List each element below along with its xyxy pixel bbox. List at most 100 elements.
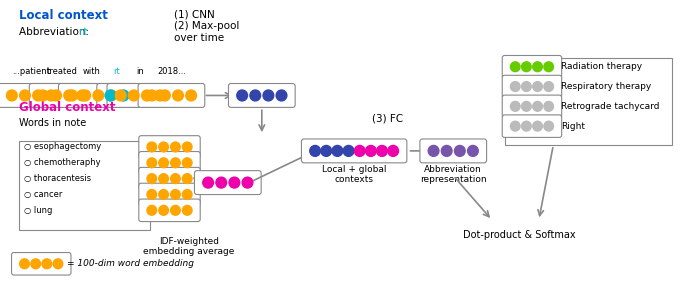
Circle shape bbox=[182, 174, 192, 184]
Circle shape bbox=[544, 101, 553, 111]
Circle shape bbox=[521, 62, 531, 72]
Text: (3) FC: (3) FC bbox=[372, 113, 403, 123]
Text: Right: Right bbox=[561, 122, 585, 131]
Circle shape bbox=[159, 174, 169, 184]
Circle shape bbox=[182, 142, 192, 152]
FancyBboxPatch shape bbox=[12, 252, 71, 275]
Circle shape bbox=[80, 90, 90, 101]
Circle shape bbox=[510, 62, 520, 72]
FancyBboxPatch shape bbox=[139, 151, 200, 174]
Circle shape bbox=[159, 190, 169, 200]
Text: rt: rt bbox=[79, 27, 88, 37]
Circle shape bbox=[182, 190, 192, 200]
Circle shape bbox=[171, 190, 180, 200]
Circle shape bbox=[20, 90, 30, 101]
Circle shape bbox=[147, 190, 157, 200]
Circle shape bbox=[147, 205, 157, 215]
Text: ○ cancer: ○ cancer bbox=[24, 190, 62, 199]
Text: rt: rt bbox=[114, 67, 121, 76]
Circle shape bbox=[160, 90, 171, 101]
Text: Radiation therapy: Radiation therapy bbox=[561, 62, 643, 71]
Circle shape bbox=[521, 101, 531, 111]
Circle shape bbox=[468, 145, 478, 156]
Text: Abbreviation
representation: Abbreviation representation bbox=[420, 165, 486, 184]
Text: IDF-weighted
embedding average: IDF-weighted embedding average bbox=[143, 237, 235, 256]
FancyBboxPatch shape bbox=[58, 83, 125, 108]
Circle shape bbox=[377, 145, 387, 156]
Circle shape bbox=[42, 259, 51, 269]
Circle shape bbox=[115, 90, 126, 101]
Circle shape bbox=[242, 177, 253, 188]
Text: Words in note: Words in note bbox=[19, 118, 86, 128]
FancyBboxPatch shape bbox=[97, 83, 137, 108]
Circle shape bbox=[66, 90, 77, 101]
Text: treated: treated bbox=[47, 67, 78, 76]
Text: ○ chemotheraphy: ○ chemotheraphy bbox=[24, 158, 101, 167]
Text: = 100-dim word embedding: = 100-dim word embedding bbox=[68, 259, 195, 268]
FancyBboxPatch shape bbox=[502, 55, 562, 78]
Circle shape bbox=[77, 90, 88, 101]
Circle shape bbox=[186, 90, 197, 101]
Circle shape bbox=[343, 145, 354, 156]
Circle shape bbox=[129, 90, 139, 101]
Circle shape bbox=[533, 101, 543, 111]
Text: in: in bbox=[136, 67, 145, 76]
Text: Respiratory therapy: Respiratory therapy bbox=[561, 82, 651, 91]
Circle shape bbox=[366, 145, 376, 156]
Circle shape bbox=[533, 82, 543, 91]
Circle shape bbox=[31, 259, 40, 269]
FancyBboxPatch shape bbox=[19, 141, 150, 230]
Circle shape bbox=[147, 158, 157, 168]
Circle shape bbox=[533, 121, 543, 131]
Circle shape bbox=[321, 145, 332, 156]
Circle shape bbox=[106, 90, 116, 101]
FancyBboxPatch shape bbox=[138, 83, 205, 108]
Circle shape bbox=[171, 174, 180, 184]
Circle shape bbox=[159, 205, 169, 215]
Circle shape bbox=[276, 90, 287, 101]
Text: Abbreviation:: Abbreviation: bbox=[19, 27, 92, 37]
Circle shape bbox=[216, 177, 227, 188]
Circle shape bbox=[64, 90, 75, 101]
Circle shape bbox=[441, 145, 452, 156]
Text: ○ esophagectomy: ○ esophagectomy bbox=[24, 142, 101, 151]
Text: ○ thoracentesis: ○ thoracentesis bbox=[24, 174, 91, 183]
Circle shape bbox=[533, 62, 543, 72]
Circle shape bbox=[510, 101, 520, 111]
Circle shape bbox=[544, 62, 553, 72]
Circle shape bbox=[119, 90, 129, 101]
Circle shape bbox=[173, 90, 184, 101]
Text: with: with bbox=[83, 67, 101, 76]
Circle shape bbox=[521, 121, 531, 131]
Text: Retrograde tachycard: Retrograde tachycard bbox=[561, 102, 660, 111]
Circle shape bbox=[510, 121, 520, 131]
Circle shape bbox=[159, 158, 169, 168]
Circle shape bbox=[147, 174, 157, 184]
Circle shape bbox=[155, 90, 165, 101]
Circle shape bbox=[521, 82, 531, 91]
Circle shape bbox=[53, 259, 63, 269]
Circle shape bbox=[354, 145, 365, 156]
Circle shape bbox=[428, 145, 439, 156]
FancyBboxPatch shape bbox=[29, 83, 96, 108]
Circle shape bbox=[332, 145, 342, 156]
Circle shape bbox=[182, 158, 192, 168]
Circle shape bbox=[310, 145, 321, 156]
Text: Dot-product & Softmax: Dot-product & Softmax bbox=[463, 230, 575, 240]
Circle shape bbox=[229, 177, 240, 188]
Text: ○ lung: ○ lung bbox=[24, 206, 52, 215]
Circle shape bbox=[142, 90, 152, 101]
FancyBboxPatch shape bbox=[195, 171, 261, 194]
Circle shape bbox=[250, 90, 260, 101]
FancyBboxPatch shape bbox=[301, 139, 407, 163]
FancyBboxPatch shape bbox=[139, 136, 200, 158]
Text: Local + global
contexts: Local + global contexts bbox=[322, 165, 386, 184]
FancyBboxPatch shape bbox=[107, 83, 174, 108]
Circle shape bbox=[182, 205, 192, 215]
Circle shape bbox=[544, 121, 553, 131]
Circle shape bbox=[147, 90, 157, 101]
Circle shape bbox=[20, 259, 29, 269]
Circle shape bbox=[46, 90, 57, 101]
FancyBboxPatch shape bbox=[0, 83, 65, 108]
Circle shape bbox=[33, 90, 43, 101]
